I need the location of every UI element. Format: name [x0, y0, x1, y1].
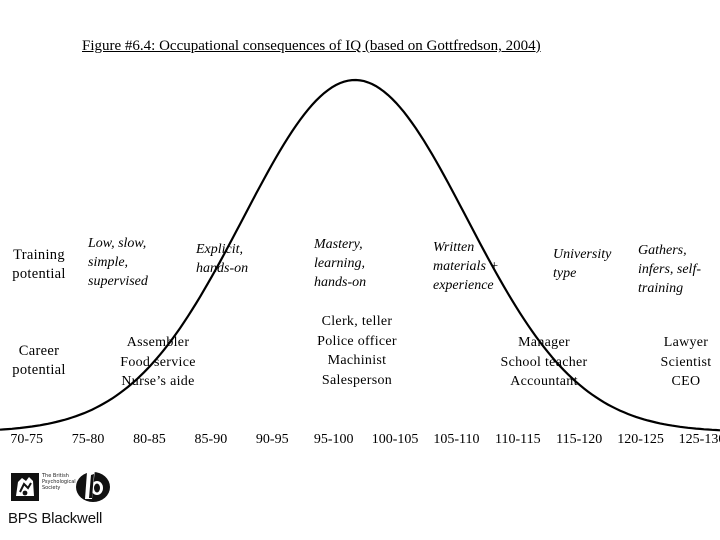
career-item-line: CEO: [671, 374, 701, 389]
blackwell-b-icon: [76, 469, 110, 502]
training-item-line: simple,: [88, 255, 129, 270]
career-label-line: Career: [18, 343, 60, 359]
training-item-line: hands-on: [314, 275, 367, 290]
iq-range-label: 80-85: [133, 432, 166, 447]
career-item-line: Manager: [518, 335, 570, 350]
training-label-line: Training: [13, 247, 65, 263]
training-item: Mastery, learning, hands-on: [314, 235, 366, 292]
career-item-line: Nurse’s aide: [121, 374, 195, 389]
career-item-line: Food service: [120, 354, 196, 370]
iq-range-label: 85-90: [194, 432, 228, 447]
training-item-line: type: [553, 266, 577, 281]
iq-range-label: 75-80: [71, 432, 105, 447]
iq-range-label: 110-115: [495, 432, 541, 447]
iq-range-label: 90-95: [255, 432, 289, 447]
career-item: Clerk, teller Police officer Machinist S…: [304, 312, 410, 390]
training-item-line: Explicit,: [196, 242, 244, 257]
training-item-line: Low, slow,: [88, 236, 147, 251]
career-item-line: Assembler: [126, 335, 190, 350]
career-item-line: Accountant: [510, 374, 578, 389]
bps-blackwell-logo: The British Psychological Society BPS Bl…: [8, 469, 110, 530]
career-item-line: Police officer: [317, 333, 397, 349]
training-item: Explicit, hands-on: [196, 240, 248, 278]
career-item-line: Scientist: [660, 354, 712, 370]
training-item-line: training: [638, 281, 684, 296]
career-item: Manager School teacher Accountant: [490, 333, 598, 392]
career-item-line: Machinist: [327, 353, 387, 368]
training-item: Low, slow, simple, supervised: [88, 234, 148, 291]
training-item-line: Written: [433, 240, 475, 255]
training-item-line: Mastery,: [314, 237, 363, 252]
training-item: Written materials + experience: [433, 238, 499, 295]
training-item-line: hands-on: [196, 261, 249, 276]
iq-range-label: 100-105: [371, 432, 419, 447]
training-item-line: supervised: [88, 274, 148, 289]
training-item: University type: [553, 245, 611, 283]
training-item-line: experience: [433, 278, 494, 293]
career-label-line: potential: [12, 362, 66, 378]
iq-range-label: 115-120: [556, 432, 603, 447]
training-label-line: potential: [12, 266, 66, 282]
career-item-line: Lawyer: [663, 335, 709, 350]
training-item: Gathers, infers, self- training: [638, 241, 701, 298]
iq-range-label: 120-125: [617, 432, 664, 447]
iq-range-label: 95-100: [313, 432, 354, 447]
training-item-line: materials +: [433, 259, 499, 274]
career-potential-label: Career potential: [6, 342, 72, 380]
training-potential-label: Training potential: [6, 246, 72, 284]
iq-range-label: 105-110: [433, 432, 480, 447]
training-item-line: Gathers,: [638, 243, 687, 258]
figure-title: Figure #6.4: Occupational consequences o…: [82, 38, 541, 54]
society-text: The British Psychological Society: [42, 473, 76, 491]
publisher-name: BPS Blackwell: [8, 510, 103, 527]
iq-range-label: 70-75: [10, 432, 44, 447]
career-item: Assembler Food service Nurse’s aide: [108, 333, 208, 392]
career-item-line: Salesperson: [321, 372, 393, 388]
career-item-line: Clerk, teller: [321, 314, 393, 329]
bell-curve-line: [0, 78, 720, 432]
career-item-line: School teacher: [500, 354, 588, 370]
training-item-line: University: [553, 247, 612, 262]
training-item-line: learning,: [314, 256, 365, 271]
bps-crest-icon: [11, 473, 39, 501]
iq-range-axis: 70-75 75-80 80-85 85-90 90-95 95-100 100…: [0, 430, 720, 452]
training-item-line: infers, self-: [638, 262, 701, 277]
career-item: Lawyer Scientist CEO: [652, 333, 720, 392]
iq-range-label: 125-130: [678, 432, 720, 447]
